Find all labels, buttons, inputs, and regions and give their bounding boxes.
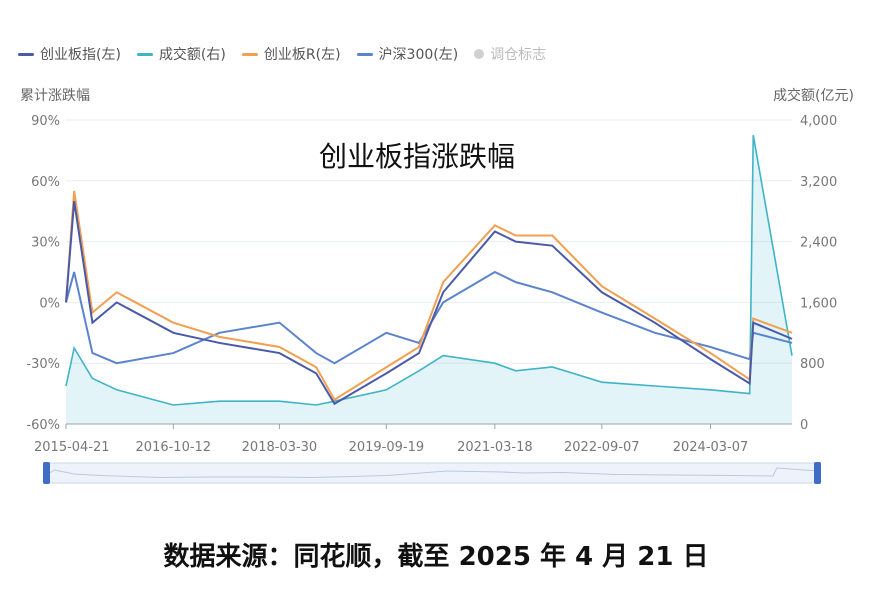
legend-label-hs300: 沪深300(左): [378, 47, 459, 63]
series-line-volume: [65, 135, 793, 406]
y-right-tick-label: 4,000: [800, 114, 837, 129]
x-tick-label: 2022-09-07: [564, 440, 640, 455]
y-right-tick-label: 0: [800, 418, 808, 433]
left-axis-title: 累计涨跌幅: [20, 88, 90, 104]
legend-swatch-hs300: [356, 52, 373, 56]
legend-item-cyb[interactable]: 创业板指(左): [18, 44, 121, 64]
y-right-tick-label: 3,200: [800, 175, 837, 190]
y-left-tick-label: -30%: [26, 357, 60, 372]
zoom-handle-left[interactable]: [43, 462, 50, 484]
x-tick-label: 2016-10-12: [136, 440, 212, 455]
legend-label-volume: 成交额(右): [158, 47, 226, 63]
y-left-tick-label: 90%: [31, 114, 60, 129]
legend-label-cyb: 创业板指(左): [40, 47, 121, 63]
legend-item-cybr[interactable]: 创业板R(左): [241, 44, 341, 64]
legend-dot-rebalance: [474, 49, 485, 59]
zoom-slider-track: [45, 462, 819, 484]
zoom-slider-preview: [45, 467, 819, 479]
legend-label-cybr: 创业板R(左): [263, 47, 341, 63]
chart-legend: 创业板指(左) 成交额(右) 创业板R(左) 沪深300(左) 调仓标志: [18, 44, 546, 64]
series-area-fill: [66, 135, 792, 424]
x-tick-label: 2024-03-07: [673, 440, 749, 455]
zoom-handle-right[interactable]: [814, 462, 821, 484]
y-right-tick-label: 1,600: [800, 296, 837, 311]
chart-title: 创业板指涨跌幅: [319, 140, 515, 173]
legend-item-hs300[interactable]: 沪深300(左): [356, 44, 459, 64]
y-left-tick-label: 60%: [31, 175, 60, 190]
x-tick-label: 2019-09-19: [349, 440, 425, 455]
legend-swatch-volume: [136, 52, 153, 56]
x-tick-label: 2021-03-18: [457, 440, 533, 455]
legend-item-rebalance[interactable]: 调仓标志: [474, 44, 546, 64]
x-tick-label: 2015-04-21: [34, 440, 110, 455]
right-axis-title: 成交额(亿元): [773, 88, 854, 104]
x-tick-label: 2018-03-30: [242, 440, 318, 455]
legend-swatch-cyb: [18, 52, 34, 56]
source-caption: 数据来源：同花顺，截至 2025 年 4 月 21 日: [163, 542, 709, 572]
legend-item-volume[interactable]: 成交额(右): [136, 44, 226, 64]
legend-swatch-cybr: [241, 52, 258, 56]
legend-label-rebalance: 调仓标志: [490, 47, 547, 63]
y-left-tick-label: -60%: [26, 418, 60, 433]
y-left-tick-label: 30%: [31, 236, 60, 251]
y-right-tick-label: 2,400: [800, 236, 837, 251]
y-left-tick-label: 0%: [39, 296, 60, 311]
y-right-tick-label: 800: [800, 357, 825, 372]
